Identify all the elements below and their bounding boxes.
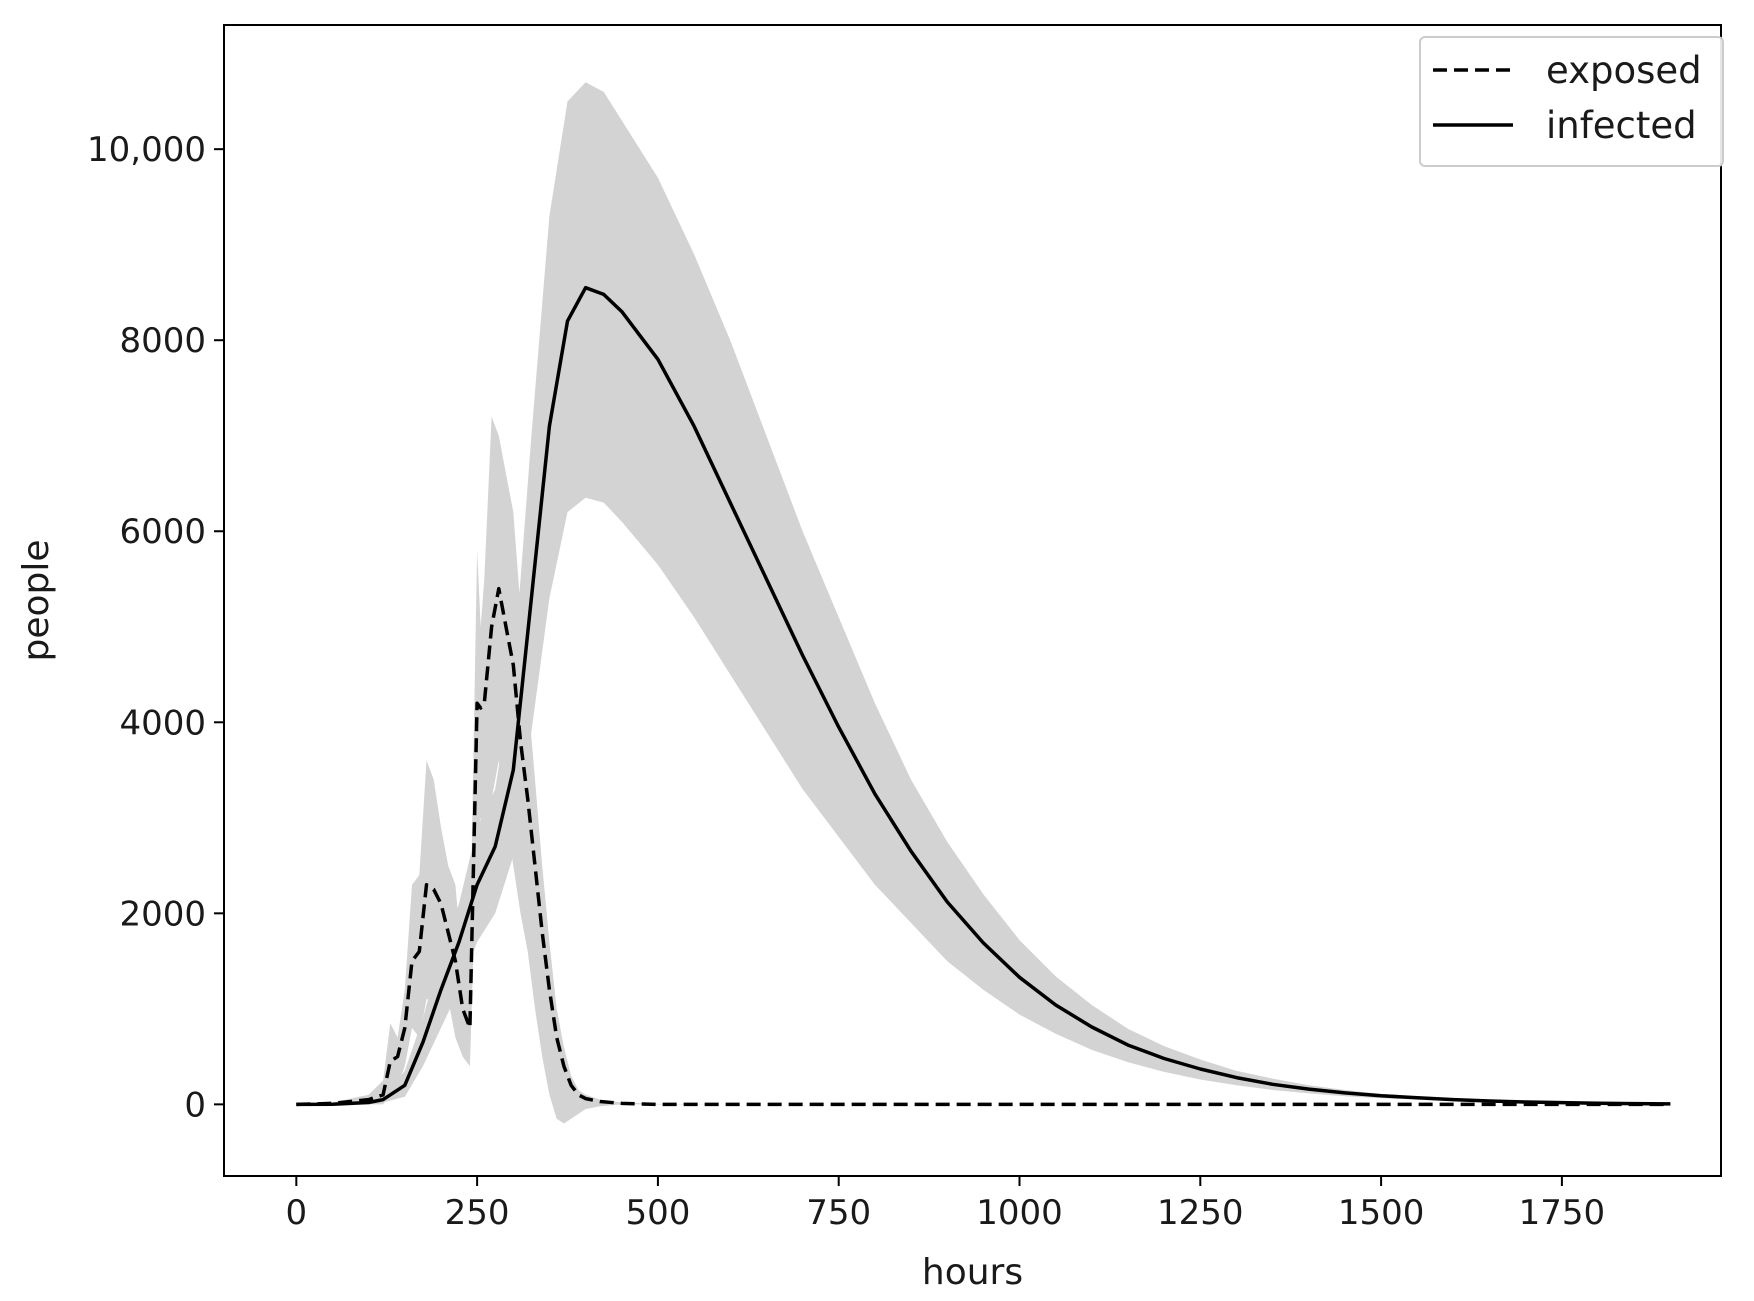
y-tick-label: 4000 [119, 703, 206, 743]
y-axis-label: people [16, 539, 57, 661]
y-tick-label: 10,000 [87, 130, 206, 170]
x-tick-label: 750 [806, 1193, 871, 1233]
x-axis-ticks: 0 250 500 750 1000 1250 1500 1750 [285, 1176, 1605, 1233]
legend: exposed infected [1419, 36, 1724, 167]
x-tick-label: 500 [625, 1193, 690, 1233]
legend-box [1419, 36, 1724, 167]
plot-area-frame [223, 24, 1722, 1177]
series-lines [296, 285, 1671, 1107]
x-tick-label: 0 [285, 1193, 307, 1233]
y-tick-label: 0 [184, 1085, 206, 1125]
x-tick-label: 250 [445, 1193, 510, 1233]
infected-legend-label: infected [1546, 104, 1697, 147]
x-tick-label: 1500 [1338, 1193, 1425, 1233]
y-axis-ticks: 0 2000 4000 6000 8000 10,000 [87, 130, 224, 1125]
y-tick-label: 8000 [119, 321, 206, 361]
exposed-legend-label: exposed [1546, 49, 1702, 92]
x-tick-label: 1250 [1157, 1193, 1244, 1233]
x-axis-label: hours [922, 1252, 1023, 1293]
y-tick-label: 6000 [119, 512, 206, 552]
x-tick-label: 1000 [976, 1193, 1063, 1233]
infected-line [296, 285, 1671, 1107]
x-tick-label: 1750 [1519, 1193, 1606, 1233]
y-tick-label: 2000 [119, 894, 206, 934]
exposed-line [296, 586, 1671, 1107]
